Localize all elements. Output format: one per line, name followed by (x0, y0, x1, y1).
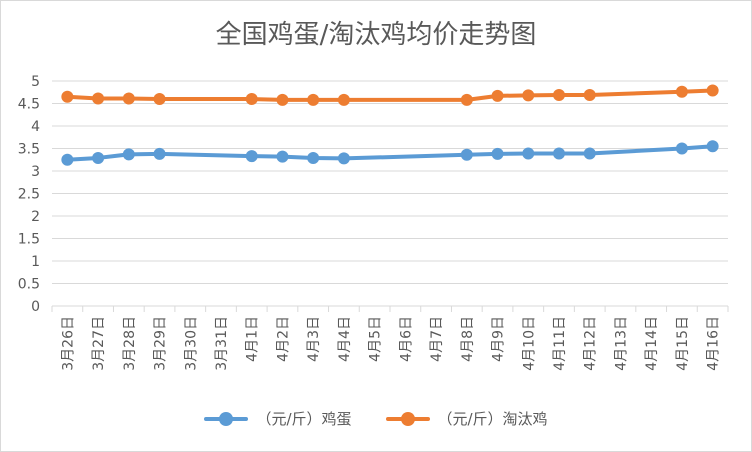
data-point-series-0 (337, 152, 350, 165)
x-tick-label: 3月28日 (122, 316, 138, 371)
y-tick-label: 4 (31, 119, 40, 135)
data-point-series-1 (553, 88, 565, 101)
data-point-series-0 (307, 151, 320, 164)
data-point-series-1 (337, 93, 350, 106)
data-point-series-1 (706, 84, 719, 97)
y-tick-label: 3.5 (18, 142, 40, 158)
data-point-series-1 (92, 92, 105, 105)
data-point-series-0 (245, 150, 258, 163)
y-tick-label: 0.5 (18, 277, 40, 293)
x-tick-label: 4月15日 (675, 316, 691, 371)
data-point-series-0 (61, 153, 74, 166)
data-point-series-0 (92, 151, 105, 164)
data-point-series-0 (153, 147, 166, 160)
data-point-series-1 (460, 93, 473, 106)
data-point-series-1 (245, 93, 258, 105)
x-tick-label: 4月16日 (706, 316, 722, 371)
data-point-series-0 (553, 147, 565, 160)
data-point-series-0 (460, 148, 473, 161)
data-point-series-1 (583, 88, 596, 101)
legend-item-culled-hen: （元/斤）淘汰鸡 (385, 408, 548, 429)
data-point-series-1 (491, 89, 504, 102)
y-tick-label: 1.5 (18, 232, 40, 248)
x-tick-label: 4月4日 (337, 316, 353, 362)
chart-legend: （元/斤）鸡蛋 （元/斤）淘汰鸡 (0, 408, 752, 429)
x-tick-label: 4月12日 (583, 316, 599, 371)
x-tick-label: 3月27日 (91, 316, 107, 371)
y-tick-label: 2.5 (18, 187, 40, 203)
x-tick-label: 4月11日 (552, 316, 568, 371)
x-tick-label: 3月31日 (214, 316, 230, 371)
x-tick-label: 4月6日 (398, 316, 414, 362)
legend-marker-egg (204, 411, 249, 426)
data-point-series-1 (122, 92, 135, 105)
y-tick-label: 4.5 (18, 97, 40, 113)
x-tick-label: 4月2日 (275, 316, 291, 362)
y-tick-label: 3 (31, 164, 40, 180)
y-tick-label: 2 (31, 209, 40, 225)
data-point-series-1 (522, 89, 535, 102)
x-tick-label: 4月3日 (306, 316, 322, 362)
data-point-series-0 (491, 147, 504, 160)
x-tick-label: 4月13日 (613, 316, 629, 371)
x-tick-label: 4月14日 (644, 316, 660, 371)
data-point-series-1 (276, 93, 289, 106)
legend-item-egg: （元/斤）鸡蛋 (204, 408, 352, 429)
legend-marker-culled-hen (385, 411, 430, 426)
y-tick-label: 0 (31, 299, 40, 315)
x-tick-label: 4月9日 (491, 316, 507, 362)
x-tick-label: 4月7日 (429, 316, 445, 362)
x-tick-label: 4月5日 (368, 316, 384, 362)
data-point-series-0 (122, 148, 135, 161)
legend-label-egg: （元/斤）鸡蛋 (256, 410, 352, 428)
y-tick-label: 5 (31, 74, 40, 90)
data-point-series-1 (153, 93, 166, 105)
legend-label-culled-hen: （元/斤）淘汰鸡 (437, 410, 548, 428)
chart-title: 全国鸡蛋/淘汰鸡均价走势图 (215, 20, 537, 50)
x-tick-label: 3月30日 (183, 316, 199, 371)
data-point-series-1 (675, 85, 688, 98)
x-tick-label: 4月1日 (245, 316, 261, 362)
x-tick-label: 3月26日 (60, 316, 76, 371)
x-tick-label: 4月8日 (460, 316, 476, 362)
data-point-series-0 (706, 140, 719, 153)
data-point-series-0 (276, 150, 289, 163)
data-point-series-1 (61, 90, 74, 103)
x-tick-label: 3月29日 (153, 316, 169, 371)
y-tick-label: 1 (31, 254, 40, 270)
data-point-series-0 (522, 147, 535, 160)
x-tick-label: 4月10日 (521, 316, 537, 371)
data-point-series-0 (583, 147, 596, 160)
data-point-series-0 (675, 142, 688, 155)
data-point-series-1 (307, 93, 320, 106)
